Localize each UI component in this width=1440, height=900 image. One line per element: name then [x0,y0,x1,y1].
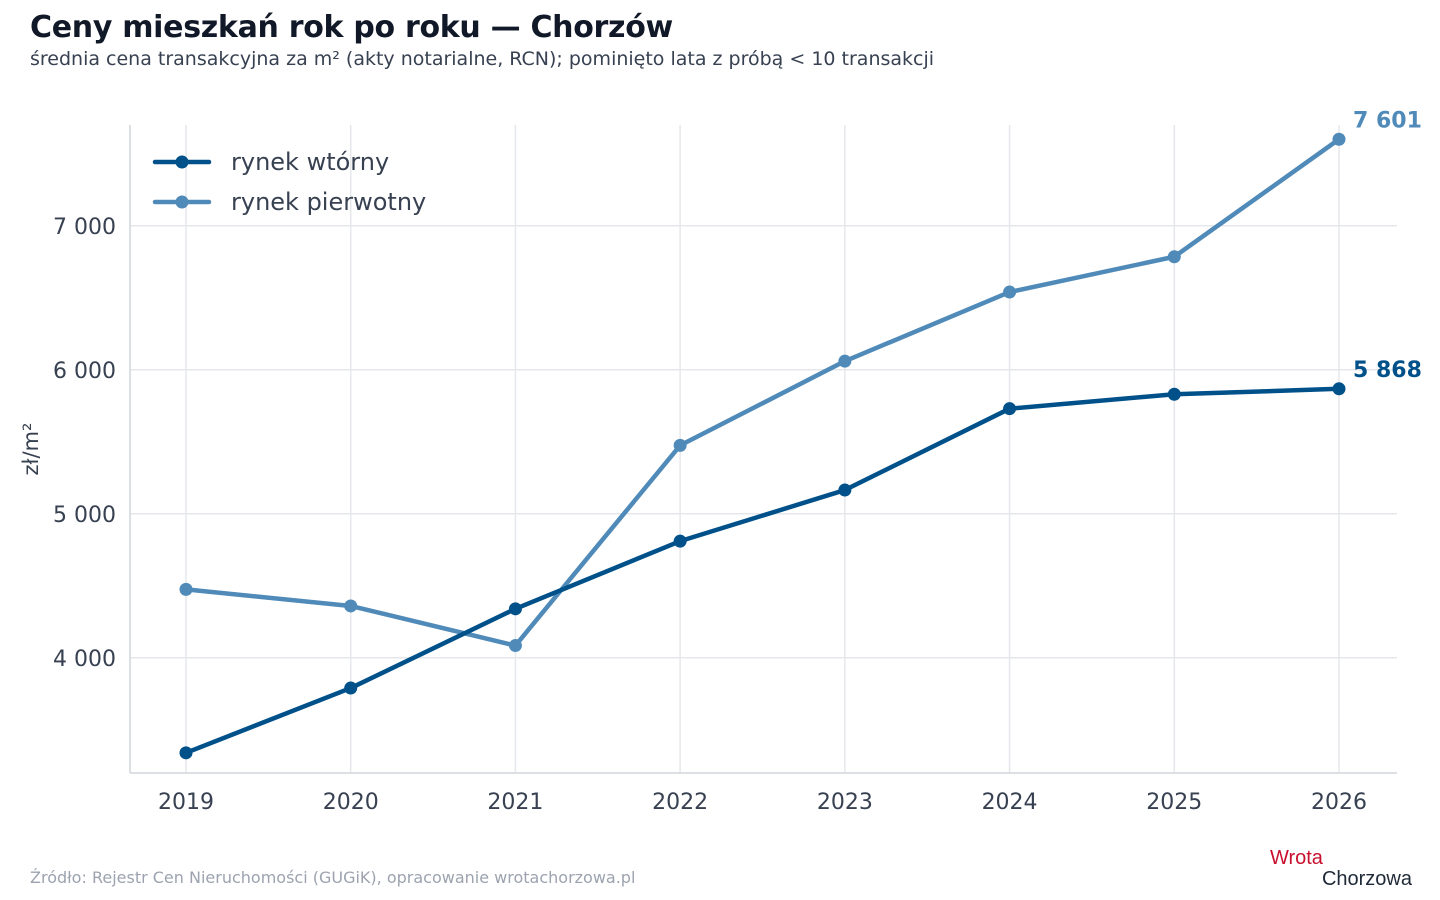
y-tick-label: 6 000 [53,359,116,384]
data-point [1332,132,1346,146]
legend-marker [175,195,189,209]
data-point [673,534,687,548]
data-point [508,602,522,616]
y-tick-label: 4 000 [53,647,116,672]
brand-logo: Wrota Chorzowa [1270,848,1412,890]
data-point [838,354,852,368]
data-point [1003,285,1017,299]
data-point [1003,402,1017,416]
data-point [1167,250,1181,264]
series-line [183,137,1342,648]
y-tick-label: 5 000 [53,503,116,528]
chart-title: Ceny mieszkań rok po roku — Chorzów [30,10,673,45]
data-point [1167,387,1181,401]
x-tick-label: 2020 [323,790,379,815]
data-point [179,746,193,760]
data-point [508,639,522,653]
data-point [1332,382,1346,396]
end-value-label: 5 868 [1353,358,1422,383]
data-point [838,483,852,497]
logo-line1: Wrota [1269,847,1323,869]
legend-marker [175,155,189,169]
data-point [344,599,358,613]
x-tick-label: 2021 [487,790,543,815]
legend-label: rynek pierwotny [231,188,426,216]
data-point [344,681,358,695]
y-tick-label: 7 000 [53,215,116,240]
logo-line2: Chorzowa [1321,868,1412,890]
x-tick-label: 2019 [158,790,214,815]
x-tick-label: 2023 [817,790,873,815]
data-point [673,438,687,452]
end-value-label: 7 601 [1353,108,1422,133]
source-note: Źródło: Rejestr Cen Nieruchomości (GUGiK… [30,868,636,887]
x-tick-label: 2025 [1146,790,1202,815]
chart-subtitle: średnia cena transakcyjna za m² (akty no… [30,48,935,70]
y-axis-label: zł/m² [19,423,43,476]
x-tick-label: 2026 [1311,790,1367,815]
legend-label: rynek wtórny [231,148,389,176]
series-line [183,386,1342,756]
data-point [179,582,193,596]
x-tick-label: 2022 [652,790,708,815]
x-tick-label: 2024 [982,790,1038,815]
